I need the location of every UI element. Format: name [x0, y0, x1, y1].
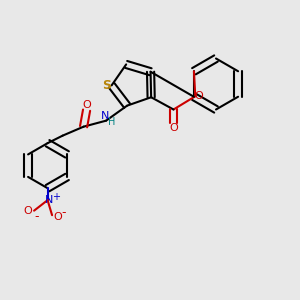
Text: N: N	[45, 195, 53, 205]
Text: O: O	[53, 212, 62, 222]
Text: O: O	[23, 206, 32, 216]
Text: -: -	[34, 210, 39, 223]
Text: O: O	[82, 100, 91, 110]
Text: -: -	[61, 206, 66, 219]
Text: O: O	[194, 91, 203, 101]
Text: N: N	[100, 111, 109, 121]
Text: S: S	[102, 79, 111, 92]
Text: +: +	[52, 192, 60, 202]
Text: O: O	[169, 123, 178, 134]
Text: H: H	[108, 117, 116, 127]
